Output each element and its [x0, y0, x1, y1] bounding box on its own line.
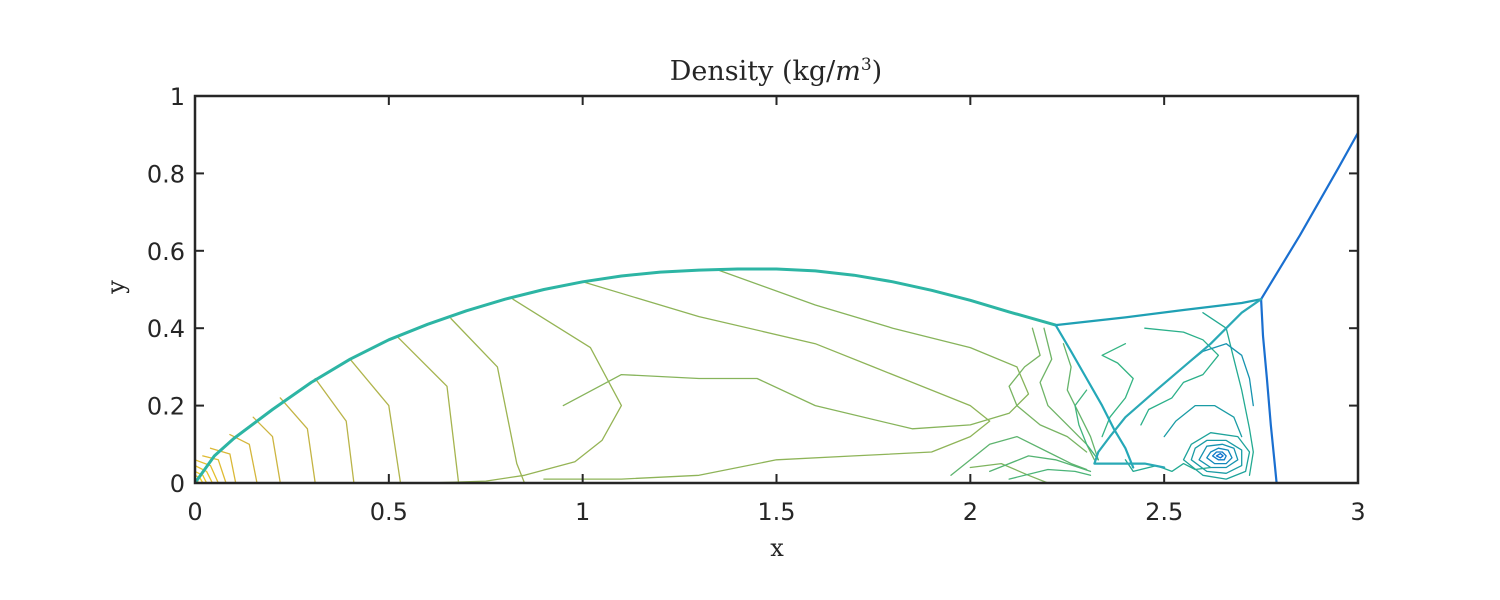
contour-line-20	[1039, 327, 1096, 461]
slip-line-line	[1093, 298, 1263, 469]
y-tick-label: 0.8	[147, 160, 185, 188]
mach-stem-line	[1260, 298, 1278, 483]
contour-line-29	[1182, 432, 1251, 480]
contour-line-23	[989, 455, 1092, 473]
x-tick-label: 2.5	[1145, 498, 1183, 526]
y-tick-label: 0.2	[147, 393, 185, 421]
contour-line-25	[1074, 389, 1099, 461]
x-tick-label: 3	[1350, 498, 1365, 526]
contour-line-37	[1124, 459, 1212, 473]
contour-line-35	[1163, 404, 1243, 438]
contour-line-3	[195, 470, 208, 483]
contour-line-7	[209, 447, 237, 483]
contour-lines	[195, 269, 1254, 483]
chart-title-sup: 3	[861, 55, 872, 75]
contour-line-32	[1206, 447, 1233, 465]
y-axis-label: y	[102, 280, 130, 295]
contour-line-30	[1190, 439, 1243, 474]
y-tick-label: 0.6	[147, 238, 185, 266]
contour-line-26	[1101, 343, 1134, 438]
axis-ticks	[194, 95, 1359, 484]
contour-line-15	[426, 298, 623, 483]
contour-line-21	[1062, 343, 1099, 461]
chart-title: Density (kg/m3)	[670, 55, 882, 87]
chart-title-suffix: )	[872, 56, 883, 87]
contour-line-4	[195, 464, 214, 483]
x-tick-label: 0	[187, 498, 202, 526]
contour-line-9	[252, 416, 281, 483]
oblique-shock-line	[1260, 131, 1358, 301]
contour-line-33	[1211, 451, 1227, 461]
upper-shock-line	[1054, 298, 1263, 327]
contour-line-34	[1215, 452, 1224, 459]
contour-line-24	[1008, 468, 1092, 480]
axes-frame	[193, 94, 1360, 485]
y-tick-labels: 0 0.2 0.4 0.6 0.8 1	[147, 83, 185, 498]
x-tick-label: 1	[575, 498, 590, 526]
contour-line-16	[543, 281, 991, 480]
contour-line-6	[202, 455, 227, 483]
contour-line-17	[562, 269, 1030, 430]
chart-title-var: m	[835, 56, 861, 87]
contour-line-13	[395, 335, 460, 483]
contour-line-18	[969, 462, 1049, 483]
x-tick-labels: 0 0.5 1 1.5 2 2.5 3	[187, 498, 1365, 526]
y-tick-label: 1	[170, 83, 185, 111]
contour-line-19	[1008, 327, 1088, 453]
contour-line-22	[950, 435, 1088, 476]
contour-line-14	[450, 317, 526, 483]
contour-line-27	[1140, 327, 1220, 426]
reflected-shock-line	[1054, 324, 1135, 469]
x-axis-label: x	[770, 534, 784, 562]
x-tick-label: 0.5	[370, 498, 408, 526]
shock-fronts	[195, 131, 1358, 483]
contour-line-12	[349, 358, 402, 483]
contour-line-31	[1198, 443, 1239, 469]
y-tick-label: 0.4	[147, 315, 185, 343]
contour-line-10	[279, 397, 316, 483]
contour-line-5	[195, 459, 219, 483]
y-tick-label: 0	[170, 470, 185, 498]
bow-shock-line	[195, 267, 1058, 483]
x-tick-label: 1.5	[757, 498, 795, 526]
chart-title-prefix: Density (kg/	[670, 56, 836, 87]
x-tick-label: 2	[963, 498, 978, 526]
contour-line-11	[314, 377, 355, 483]
